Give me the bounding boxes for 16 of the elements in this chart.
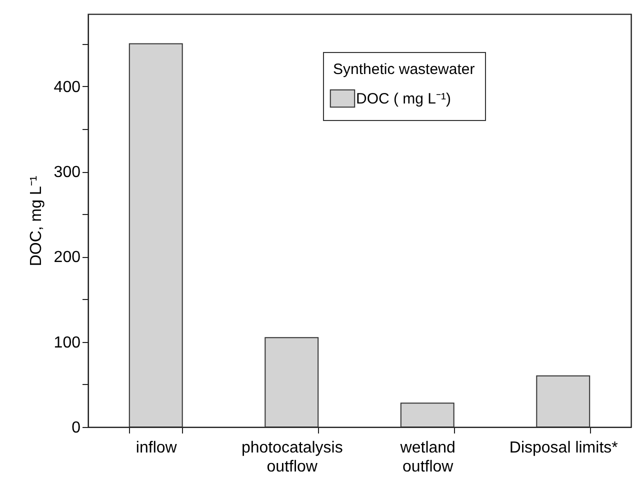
bar: [264, 337, 319, 428]
y-tick-label: 100: [54, 334, 81, 352]
y-tick-label: 400: [54, 78, 81, 96]
y-tick-label: 0: [72, 420, 81, 436]
y-tick-label: 300: [54, 164, 81, 182]
y-tick-label: 200: [54, 249, 81, 266]
x-tick-label: photocatalysis outflow: [241, 440, 343, 476]
legend-label: DOC ( mg L⁻¹): [356, 90, 452, 108]
legend-title: Synthetic wastewater: [333, 61, 475, 78]
bar: [536, 375, 590, 428]
x-tick-label: Disposal limits*: [509, 440, 618, 456]
bar: [128, 43, 183, 428]
x-tick-label: inflow: [136, 440, 178, 456]
y-axis-title: DOC, mg L⁻¹: [28, 176, 45, 266]
x-tick-label: wetland outflow: [399, 440, 456, 476]
bar: [400, 402, 454, 428]
